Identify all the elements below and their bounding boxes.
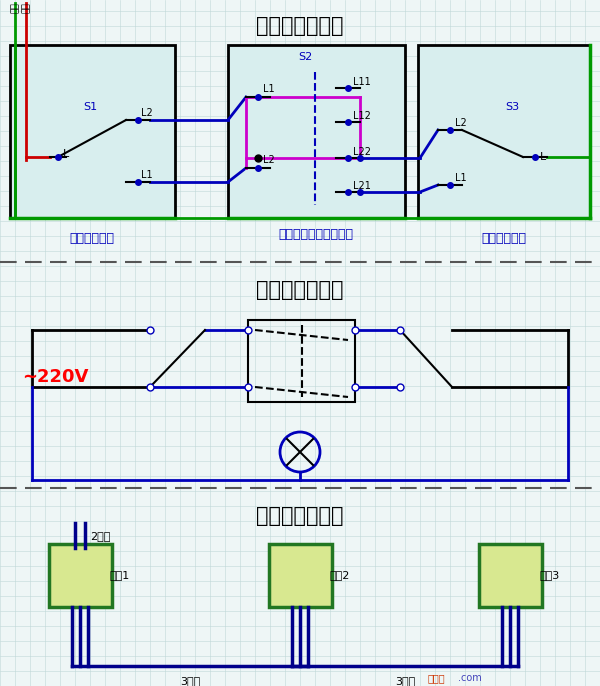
Text: S2: S2 bbox=[298, 52, 312, 62]
Text: 开关3: 开关3 bbox=[539, 570, 559, 580]
Text: 3根线: 3根线 bbox=[395, 676, 415, 686]
Text: 火线: 火线 bbox=[22, 2, 31, 13]
Text: L21: L21 bbox=[353, 181, 371, 191]
Text: 接线图: 接线图 bbox=[428, 673, 446, 683]
Text: 3根线: 3根线 bbox=[180, 676, 200, 686]
Text: L: L bbox=[63, 149, 69, 159]
Text: L: L bbox=[540, 152, 546, 162]
Text: S3: S3 bbox=[505, 102, 519, 112]
Text: 单开双控开关: 单开双控开关 bbox=[70, 232, 115, 245]
Text: 中途开关（三控开关）: 中途开关（三控开关） bbox=[278, 228, 353, 241]
Bar bbox=[228, 45, 405, 218]
Text: S1: S1 bbox=[83, 102, 97, 112]
Text: L2: L2 bbox=[141, 108, 153, 118]
Text: L2: L2 bbox=[455, 118, 467, 128]
Bar bbox=[49, 544, 112, 607]
Bar bbox=[10, 45, 175, 218]
Bar bbox=[479, 544, 542, 607]
Bar bbox=[269, 544, 332, 607]
Text: L11: L11 bbox=[353, 77, 371, 87]
Text: 单开双控开关: 单开双控开关 bbox=[482, 232, 527, 245]
Bar bbox=[418, 45, 590, 218]
Text: L1: L1 bbox=[455, 173, 467, 183]
Text: ~220V: ~220V bbox=[22, 368, 88, 386]
Text: 相线: 相线 bbox=[11, 2, 19, 13]
Text: 三控开关原理图: 三控开关原理图 bbox=[256, 280, 344, 300]
Text: 开关1: 开关1 bbox=[109, 570, 129, 580]
Bar bbox=[248, 320, 355, 402]
Text: L2: L2 bbox=[263, 155, 275, 165]
Text: L12: L12 bbox=[353, 111, 371, 121]
Text: .com: .com bbox=[458, 673, 482, 683]
Text: L1: L1 bbox=[141, 170, 152, 180]
Text: 2根线: 2根线 bbox=[90, 531, 110, 541]
Text: 三控开关接线图: 三控开关接线图 bbox=[256, 16, 344, 36]
Text: 开关2: 开关2 bbox=[329, 570, 349, 580]
Text: L22: L22 bbox=[353, 147, 371, 157]
Text: L1: L1 bbox=[263, 84, 275, 94]
Text: 三控开关布线图: 三控开关布线图 bbox=[256, 506, 344, 526]
